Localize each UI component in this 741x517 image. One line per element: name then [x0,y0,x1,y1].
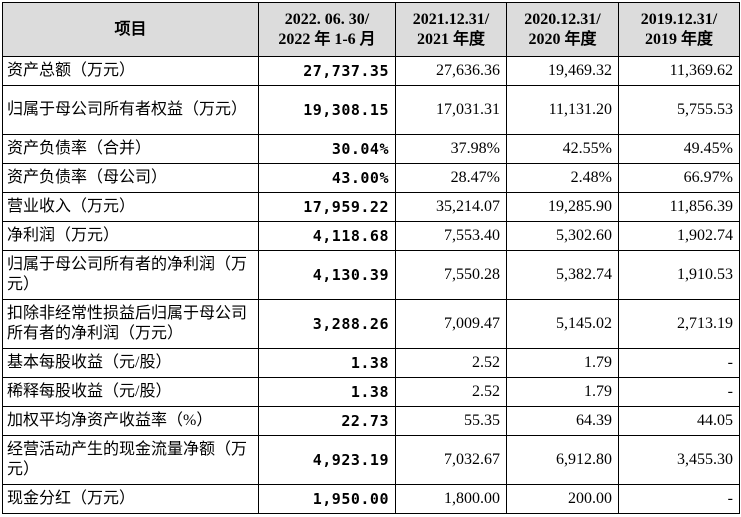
cell-value: 2,713.19 [618,299,740,349]
cell-value: - [618,348,740,378]
row-label: 归属于母公司所有者的净利润（万元） [2,250,259,300]
cell-value: 17,031.31 [395,85,507,135]
header-line: 2019.12.31/ [640,10,718,28]
cell-value: 4,130.39 [258,250,396,300]
table-row: 资产总额（万元） 27,737.35 27,636.36 19,469.32 11,36… [2,56,740,86]
table-row: 归属于母公司所有者权益（万元） 19,308.15 17,031.31 11,131.… [2,85,740,135]
header-line: 2019 年度 [644,30,713,48]
header-line: 2021.12.31/ [412,10,490,28]
header-line: 2022 年 1-6 月 [278,30,376,48]
table-row: 基本每股收益（元/股） 1.38 2.52 1.79- [2,348,740,378]
table-row: 经营活动产生的现金流量净额（万元） 4,923.19 7,032.67 6,912.8… [2,435,740,485]
cell-value: 22.73 [258,406,396,436]
table-row: 加权平均净资产收益率（%） 22.73 55.35 64.39 44.05 [2,406,740,436]
cell-value: 200.00 [506,484,619,514]
cell-value: 28.47% [395,163,507,193]
cell-value: 1.38 [258,377,396,407]
header-line: 2021 年度 [416,30,485,48]
cell-value: 44.05 [618,406,740,436]
cell-value: 5,302.60 [506,221,619,251]
table-row: 归属于母公司所有者的净利润（万元） 4,130.39 7,550.28 5,382.7… [2,250,740,300]
row-label: 加权平均净资产收益率（%） [2,406,259,436]
cell-value: - [618,377,740,407]
cell-value: 11,369.62 [618,56,740,86]
cell-value: 1,950.00 [258,484,396,514]
cell-value: 66.97% [618,163,740,193]
row-label: 稀释每股收益（元/股） [2,377,259,407]
cell-value: 7,032.67 [395,435,507,485]
cell-value: 1.79 [506,348,619,378]
header-line: 2020 年度 [528,30,597,48]
cell-value: 11,131.20 [506,85,619,135]
header-cell: 2021.12.31/2021 年度 [395,2,507,57]
cell-value: 17,959.22 [258,192,396,222]
table-row: 扣除非经常性损益后归属于母公司所有者的净利润（万元） 3,288.26 7,009.… [2,299,740,349]
cell-value: 5,145.02 [506,299,619,349]
cell-value: 3,455.30 [618,435,740,485]
row-label: 经营活动产生的现金流量净额（万元） [2,435,259,485]
cell-value: 5,382.74 [506,250,619,300]
header-cell: 2019.12.31/2019 年度 [618,2,740,57]
cell-value: - [618,484,740,514]
row-label: 资产负债率（合并） [2,134,259,164]
cell-value: 1,910.53 [618,250,740,300]
row-label: 扣除非经常性损益后归属于母公司所有者的净利润（万元） [2,299,259,349]
row-label: 现金分红（万元） [2,484,259,514]
row-label: 资产总额（万元） [2,56,259,86]
cell-value: 2.52 [395,377,507,407]
table-body: 资产总额（万元） 27,737.35 27,636.36 19,469.32 11,36… [2,56,740,514]
row-label: 归属于母公司所有者权益（万元） [2,85,259,135]
header-line: 2020.12.31/ [524,10,601,28]
cell-value: 27,737.35 [258,56,396,86]
header-line: 项目 [114,20,147,38]
row-label: 资产负债率（母公司） [2,163,259,193]
cell-value: 4,118.68 [258,221,396,251]
table-row: 净利润（万元） 4,118.68 7,553.40 5,302.60 1,902.74 [2,221,740,251]
row-label: 基本每股收益（元/股） [2,348,259,378]
cell-value: 4,923.19 [258,435,396,485]
cell-value: 19,469.32 [506,56,619,86]
cell-value: 1.38 [258,348,396,378]
cell-value: 43.00% [258,163,396,193]
cell-value: 7,009.47 [395,299,507,349]
table-row: 稀释每股收益（元/股） 1.38 2.52 1.79- [2,377,740,407]
header-cell: 2020.12.31/2020 年度 [506,2,619,57]
cell-value: 55.35 [395,406,507,436]
cell-value: 49.45% [618,134,740,164]
cell-value: 7,550.28 [395,250,507,300]
cell-value: 5,755.53 [618,85,740,135]
cell-value: 7,553.40 [395,221,507,251]
header-line: 2022. 06. 30/ [284,10,370,28]
cell-value: 42.55% [506,134,619,164]
table-row: 资产负债率（母公司） 43.00% 28.47% 2.48% 66.97% [2,163,740,193]
header-cell: 2022. 06. 30/2022 年 1-6 月 [258,2,396,57]
cell-value: 27,636.36 [395,56,507,86]
header-cell: 项目 [2,2,259,57]
cell-value: 35,214.07 [395,192,507,222]
cell-value: 11,856.39 [618,192,740,222]
cell-value: 19,285.90 [506,192,619,222]
cell-value: 64.39 [506,406,619,436]
cell-value: 1,800.00 [395,484,507,514]
table-row: 资产负债率（合并） 30.04% 37.98% 42.55% 49.45% [2,134,740,164]
cell-value: 6,912.80 [506,435,619,485]
cell-value: 37.98% [395,134,507,164]
cell-value: 19,308.15 [258,85,396,135]
table-row: 营业收入（万元） 17,959.22 35,214.07 19,285.90 11,85… [2,192,740,222]
cell-value: 2.48% [506,163,619,193]
cell-value: 3,288.26 [258,299,396,349]
cell-value: 2.52 [395,348,507,378]
row-label: 净利润（万元） [2,221,259,251]
cell-value: 1.79 [506,377,619,407]
header-row: 项目 2022. 06. 30/2022 年 1-6 月 2021.12.31/20… [2,2,740,57]
row-label: 营业收入（万元） [2,192,259,222]
table-row: 现金分红（万元） 1,950.00 1,800.00 200.00- [2,484,740,514]
cell-value: 30.04% [258,134,396,164]
cell-value: 1,902.74 [618,221,740,251]
